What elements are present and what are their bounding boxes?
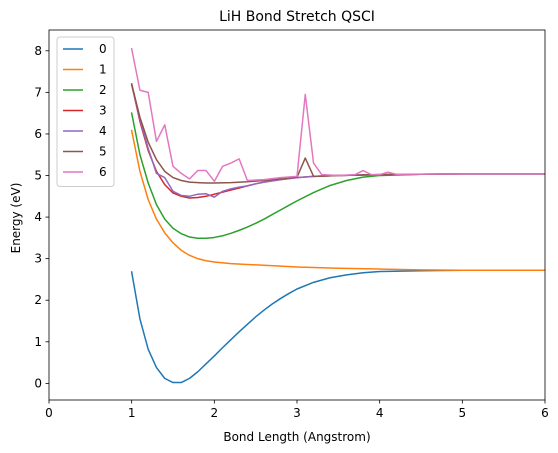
y-tick-label: 1 — [34, 335, 42, 349]
x-tick-label: 6 — [541, 406, 549, 420]
x-tick-label: 2 — [211, 406, 219, 420]
series-line-0 — [130, 269, 545, 384]
x-axis-title: Bond Length (Angstrom) — [223, 430, 370, 444]
y-tick-label: 7 — [34, 85, 42, 99]
x-tick-label: 4 — [376, 406, 384, 420]
chart-title: LiH Bond Stretch QSCI — [219, 9, 375, 25]
y-tick-label: 5 — [34, 169, 42, 183]
x-tick-label: 5 — [459, 406, 467, 420]
x-tick-label: 1 — [128, 406, 136, 420]
legend-label-1: 1 — [99, 63, 107, 77]
x-tick-label: 3 — [293, 406, 301, 420]
y-tick-label: 4 — [34, 210, 42, 224]
legend-label-5: 5 — [99, 145, 107, 159]
y-tick-label: 0 — [34, 376, 42, 390]
y-tick-label: 8 — [34, 44, 42, 58]
y-tick-label: 2 — [34, 293, 42, 307]
legend-label-6: 6 — [99, 165, 107, 179]
legend-box — [56, 36, 115, 187]
axes: 0 1 2 3 4 5 6 0 1 2 3 4 5 6 7 8 — [34, 29, 549, 420]
legend-label-3: 3 — [99, 104, 107, 118]
series-line-1 — [130, 129, 545, 272]
series-line-6 — [130, 47, 545, 183]
y-tick-label: 3 — [34, 252, 42, 266]
plot-area — [130, 47, 545, 384]
legend-label-2: 2 — [99, 83, 107, 97]
legend-label-4: 4 — [99, 124, 107, 138]
x-tick-label: 0 — [45, 406, 53, 420]
legend-label-0: 0 — [99, 42, 107, 56]
y-tick-label: 6 — [34, 127, 42, 141]
y-axis-title: Energy (eV) — [9, 183, 23, 254]
series-line-2 — [130, 112, 545, 240]
series-line-5 — [130, 83, 545, 184]
legend: 0 1 2 3 4 5 6 — [56, 36, 115, 187]
